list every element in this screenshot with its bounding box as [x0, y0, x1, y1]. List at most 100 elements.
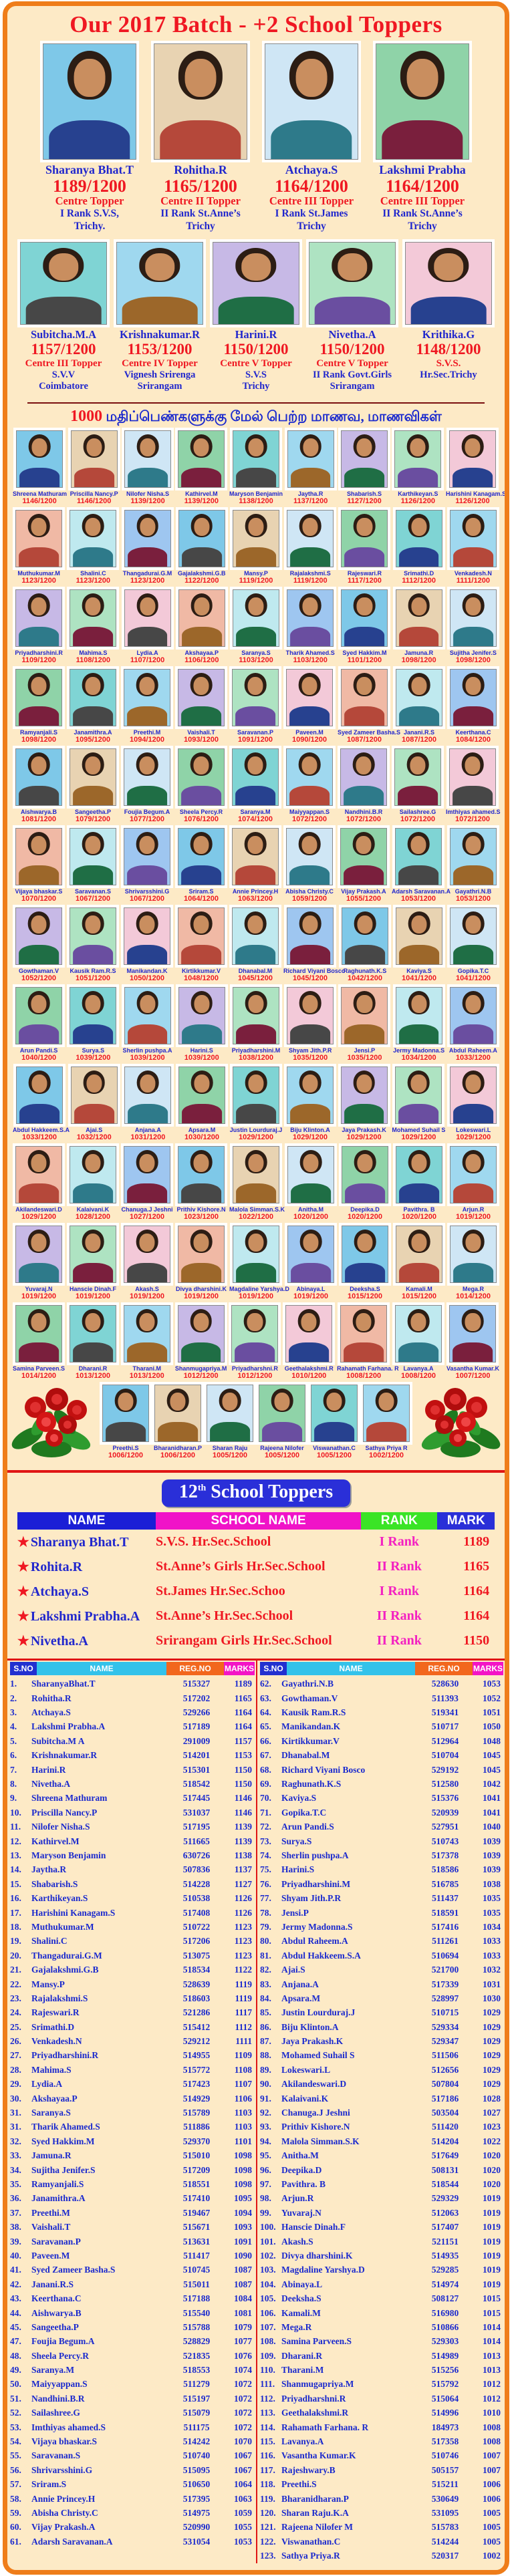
list-row: 57. Sriram.S 510650 1064 — [10, 2478, 255, 2492]
grid-row: Shreena Mathuram 1146/1200 Priscilla Nancy… — [13, 427, 505, 505]
list-mark: 1094 — [234, 2207, 252, 2218]
grid-student-score: 1146/1200 — [22, 496, 57, 505]
student-shoulders — [344, 865, 384, 885]
list-row: 76. Priyadharshini.M 516785 1038 — [260, 1877, 503, 1891]
list-serial-number: 98. — [260, 2193, 271, 2204]
list-student-name: Kathirvel.M — [31, 1836, 80, 1846]
list-serial-number: 120. — [260, 2507, 276, 2518]
student-shoulders — [180, 1342, 221, 1362]
list-row: 117. Rajeshwary.B 505157 1007 — [260, 2463, 503, 2477]
grid-student-cell: Tharani.M 1013/1200 — [120, 1302, 173, 1380]
list-serial-number: 8. — [10, 1779, 17, 1790]
student-shoulders — [398, 1104, 439, 1123]
list-row: 5. Subitcha.M A 291009 1157 — [10, 1734, 255, 1748]
grid-student-name: Sheela Percy.R — [179, 808, 223, 815]
list-header-name: NAME — [37, 1661, 166, 1675]
list-mark: 1019 — [483, 2236, 501, 2247]
grid-student-photo — [338, 586, 391, 650]
list-student-name: Geethalakshmi.R — [281, 2408, 349, 2418]
grid-student-cell: Preethi.M 1094/1200 — [121, 666, 173, 744]
grid-student-cell: Yuvaraj.N 1019/1200 — [13, 1222, 65, 1300]
list-mark: 1084 — [234, 2293, 252, 2304]
list-serial-number: 40. — [10, 2250, 21, 2261]
list-row: 38. Vaishali.T 515671 1093 — [10, 2220, 255, 2234]
grid-student-photo — [447, 825, 499, 888]
topper-photo — [40, 41, 139, 162]
list-reg-no: 505157 — [431, 2464, 459, 2475]
list-serial-number: 90. — [260, 2079, 271, 2090]
list-serial-number: 109. — [260, 2350, 276, 2361]
student-shoulders — [181, 547, 222, 567]
grid-student-score: 1008/1200 — [346, 1371, 382, 1380]
list-student-name: Sriram.S — [31, 2479, 67, 2490]
student-shoulders — [74, 1104, 114, 1123]
list-row: 84. Apsara.M 528997 1030 — [260, 1991, 503, 2005]
grid-student-name: Saravanan.S — [74, 887, 112, 895]
list-mark: 1012 — [483, 2379, 501, 2390]
list-serial-number: 108. — [260, 2336, 276, 2347]
grid-student-name: Mohamed Suhail S — [392, 1126, 446, 1133]
list-reg-no: 518553 — [182, 2365, 211, 2376]
list-serial-number: 49. — [10, 2365, 21, 2376]
table-cell-name: ★ Atchaya.S — [17, 1584, 90, 1599]
list-serial-number: 60. — [10, 2522, 21, 2533]
student-shoulders — [453, 1104, 494, 1123]
topper-photo — [17, 239, 110, 328]
list-serial-number: 18. — [10, 1921, 21, 1932]
list-reg-no: 516785 — [431, 1878, 459, 1889]
star-icon: ★ — [17, 1633, 29, 1649]
grid-student-photo — [229, 825, 281, 888]
list-reg-no: 514975 — [182, 2507, 211, 2518]
grid-student-name: Maryson Benjamin — [229, 490, 283, 497]
grid-student-photo — [13, 825, 65, 888]
list-row: 9. Shreena Mathuram 517445 1146 — [10, 1792, 255, 1806]
grid-student-photo — [283, 745, 336, 809]
student-shoulders — [19, 1104, 59, 1123]
grid-student-score: 1031/1200 — [130, 1133, 166, 1141]
list-serial-number: 33. — [10, 2150, 21, 2161]
students-grid: Shreena Mathuram 1146/1200 Priscilla Nancy… — [7, 427, 505, 1380]
list-serial-number: 110. — [260, 2365, 275, 2376]
list-serial-number: 3. — [10, 1707, 17, 1718]
grid-student-photo — [283, 1302, 336, 1365]
grid-student-photo — [175, 666, 227, 729]
list-row: 26. Venkadesh.N 529212 1111 — [10, 2034, 255, 2048]
topper-line3: Trichy — [186, 220, 215, 232]
list-mark: 1063 — [234, 2493, 252, 2504]
grid-student-name: Kirtikkumar.V — [181, 967, 221, 974]
grid-student-score: 1038/1200 — [239, 1053, 273, 1062]
table-row: ★ Rohita.R St.Anne’s Girls Hr.Sec.School II… — [17, 1554, 495, 1579]
grid-student-photo — [204, 1381, 256, 1445]
student-shoulders — [181, 865, 221, 885]
grid-student-photo — [285, 1222, 337, 1286]
student-face — [241, 253, 271, 281]
list-row: 92. Chanuga.J Jeshni 503504 1027 — [260, 2106, 503, 2120]
grid-student-photo — [175, 745, 227, 809]
student-face — [31, 676, 47, 696]
list-reg-no: 515783 — [431, 2522, 459, 2533]
grid-student-score: 1041/1200 — [402, 974, 436, 982]
grid-student-name: Shreena Mathuram — [13, 490, 68, 497]
grid-student-score: 1006/1200 — [108, 1451, 143, 1459]
grid-student-score: 1032/1200 — [76, 1133, 112, 1141]
grid-row: Vijaya bhaskar.S 1070/1200 Saravanan.S 1067… — [13, 825, 499, 903]
grid-student-photo — [446, 507, 499, 570]
grid-student-cell: Sathya Priya R 1002/1200 — [360, 1381, 412, 1459]
list-reg-no: 514204 — [431, 2136, 459, 2146]
student-face — [139, 1312, 155, 1332]
grid-student-photo — [393, 666, 445, 729]
student-face — [301, 756, 317, 775]
list-serial-number: 99. — [260, 2207, 271, 2218]
list-row: 53. Imthiyas ahamed.S 511175 1072 — [10, 2420, 255, 2434]
grid-student-cell: Shrivarsshini.G 1067/1200 — [121, 825, 173, 903]
list-row: 118. Preethi.S 515211 1006 — [260, 2478, 503, 2492]
list-reg-no: 528997 — [431, 1993, 459, 2003]
list-reg-no: 510538 — [182, 1893, 211, 1904]
student-face — [356, 994, 372, 1014]
list-mark: 1033 — [483, 1950, 501, 1961]
grid-student-photo — [229, 745, 281, 809]
grid-student-name: Gayathri.N.B — [455, 887, 492, 895]
grid-student-photo — [175, 586, 228, 650]
list-row: 66. Kirtikkumar.V 512964 1048 — [260, 1734, 503, 1748]
list-reg-no: 517395 — [182, 2493, 211, 2504]
